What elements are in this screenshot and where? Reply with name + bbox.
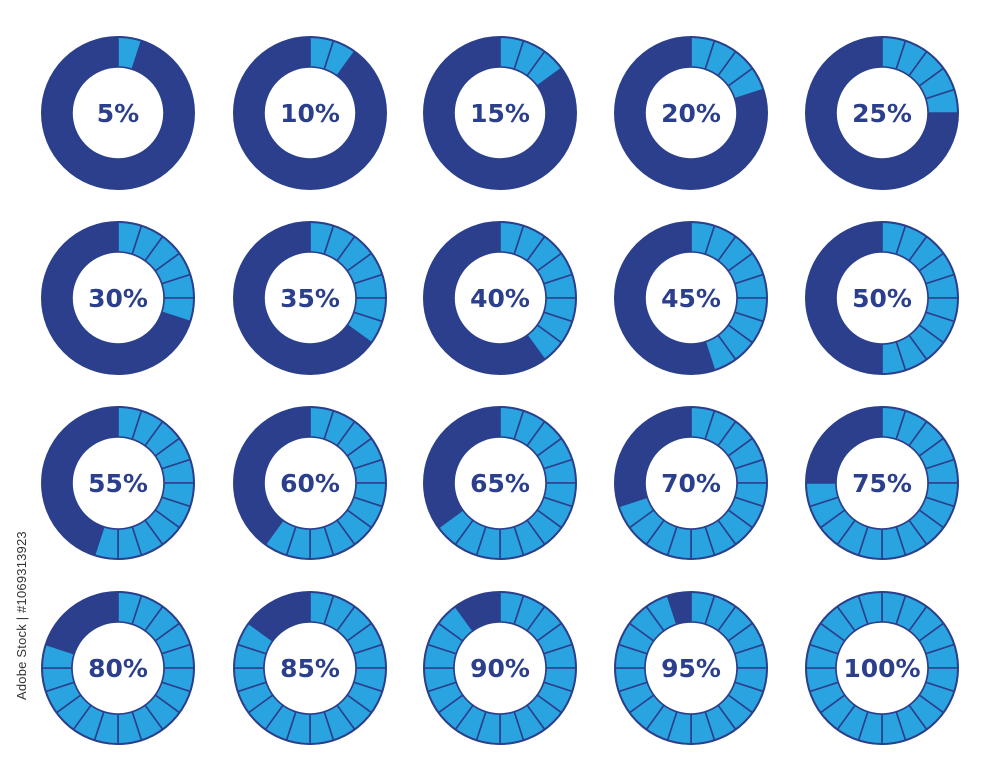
ring-percentage-label: 55% (88, 469, 148, 498)
progress-ring-95: 95% (614, 591, 768, 745)
ring-percentage-label: 90% (470, 654, 530, 683)
ring-remaining-arc (806, 407, 882, 483)
progress-ring-25: 25% (805, 36, 959, 190)
progress-ring-65: 65% (423, 406, 577, 560)
ring-percentage-label: 25% (852, 99, 912, 128)
ring-outer-outline (41, 406, 195, 560)
ring-center (71, 621, 165, 715)
ring-remaining-arc (806, 37, 958, 189)
ring-outer-outline (805, 406, 959, 560)
ring-center (263, 436, 357, 530)
ring-remaining-arc (424, 37, 577, 189)
ring-percentage-label: 95% (661, 654, 721, 683)
ring-remaining-arc (248, 592, 310, 641)
ring-center (453, 66, 547, 160)
ring-center (263, 621, 357, 715)
ring-center (71, 436, 165, 530)
ring-center (644, 251, 738, 345)
ring-center (453, 251, 547, 345)
ring-percentage-label: 10% (280, 99, 340, 128)
ring-remaining-arc (42, 37, 195, 189)
progress-ring-30: 30% (41, 221, 195, 375)
ring-remaining-arc (45, 592, 118, 654)
ring-percentage-label: 15% (470, 99, 530, 128)
ring-remaining-arc (234, 37, 387, 190)
progress-ring-10: 10% (233, 36, 387, 190)
ring-outer-outline (233, 406, 387, 560)
ring-percentage-label: 65% (470, 469, 530, 498)
ring-center (835, 66, 929, 160)
ring-outer-outline (233, 591, 387, 745)
ring-center (71, 251, 165, 345)
progress-ring-60: 60% (233, 406, 387, 560)
progress-ring-55: 55% (41, 406, 195, 560)
progress-ring-85: 85% (233, 591, 387, 745)
ring-remaining-arc (424, 222, 545, 374)
ring-outer-outline (805, 36, 959, 190)
ring-percentage-label: 60% (280, 469, 340, 498)
progress-ring-15: 15% (423, 36, 577, 190)
ring-outer-outline (233, 36, 387, 190)
progress-ring-90: 90% (423, 591, 577, 745)
ring-remaining-arc (423, 407, 500, 528)
ring-center (835, 436, 929, 530)
ring-outer-outline (805, 221, 959, 375)
progress-ring-5: 5% (41, 36, 195, 190)
ring-percentage-label: 75% (852, 469, 912, 498)
ring-center (835, 251, 929, 345)
ring-percentage-label: 70% (661, 469, 721, 498)
ring-outer-outline (41, 591, 195, 745)
ring-center (644, 66, 738, 160)
ring-percentage-label: 5% (97, 99, 139, 128)
ring-center (453, 621, 547, 715)
ring-percentage-label: 30% (88, 284, 148, 313)
ring-remaining-arc (615, 222, 715, 374)
ring-percentage-label: 100% (843, 654, 920, 683)
ring-percentage-label: 85% (280, 654, 340, 683)
ring-percentage-label: 45% (661, 284, 721, 313)
progress-ring-75: 75% (805, 406, 959, 560)
progress-ring-45: 45% (614, 221, 768, 375)
ring-outer-outline (614, 591, 768, 745)
progress-ring-80: 80% (41, 591, 195, 745)
progress-ring-35: 35% (233, 221, 387, 375)
ring-outer-outline (233, 221, 387, 375)
progress-ring-100: 100% (805, 591, 959, 745)
progress-ring-70: 70% (614, 406, 768, 560)
ring-remaining-arc (667, 592, 691, 625)
ring-outer-outline (614, 221, 768, 375)
ring-outer-outline (805, 591, 959, 745)
ring-center (644, 621, 738, 715)
ring-percentage-label: 35% (280, 284, 340, 313)
ring-percentage-label: 50% (852, 284, 912, 313)
ring-outer-outline (423, 591, 577, 745)
progress-ring-20: 20% (614, 36, 768, 190)
ring-outer-outline (614, 36, 768, 190)
stock-id-text: Adobe Stock | #1069313923 (14, 531, 29, 700)
ring-center (263, 251, 357, 345)
ring-percentage-label: 40% (470, 284, 530, 313)
ring-percentage-label: 20% (661, 99, 721, 128)
ring-outer-outline (614, 406, 768, 560)
ring-remaining-arc (42, 222, 191, 374)
ring-center (644, 436, 738, 530)
ring-outer-outline (423, 221, 577, 375)
ring-outer-outline (41, 221, 195, 375)
ring-remaining-arc (233, 407, 310, 545)
ring-remaining-arc (41, 406, 118, 556)
ring-center (835, 621, 929, 715)
ring-outer-outline (423, 406, 577, 560)
progress-ring-40: 40% (423, 221, 577, 375)
ring-center (263, 66, 357, 160)
ring-outer-outline (41, 36, 195, 190)
ring-remaining-arc (615, 37, 768, 190)
progress-ring-50: 50% (805, 221, 959, 375)
ring-outer-outline (423, 36, 577, 190)
ring-center (71, 66, 165, 160)
ring-remaining-arc (806, 222, 882, 374)
ring-center (453, 436, 547, 530)
ring-percentage-label: 80% (88, 654, 148, 683)
